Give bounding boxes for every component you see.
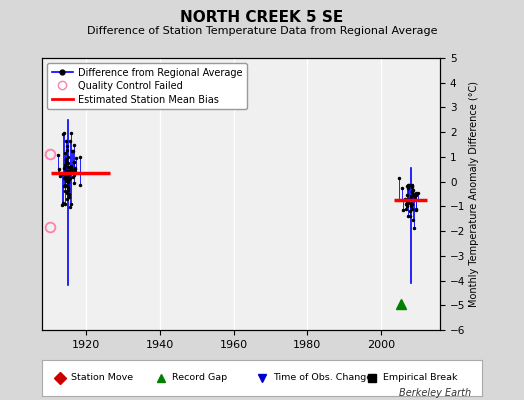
Text: NORTH CREEK 5 SE: NORTH CREEK 5 SE xyxy=(180,10,344,25)
Text: Difference of Station Temperature Data from Regional Average: Difference of Station Temperature Data f… xyxy=(87,26,437,36)
Legend: Difference from Regional Average, Quality Control Failed, Estimated Station Mean: Difference from Regional Average, Qualit… xyxy=(47,63,247,109)
Y-axis label: Monthly Temperature Anomaly Difference (°C): Monthly Temperature Anomaly Difference (… xyxy=(470,81,479,307)
Text: Berkeley Earth: Berkeley Earth xyxy=(399,388,472,398)
Text: Record Gap: Record Gap xyxy=(172,374,227,382)
Text: Empirical Break: Empirical Break xyxy=(383,374,457,382)
Text: Time of Obs. Change: Time of Obs. Change xyxy=(273,374,372,382)
Text: Station Move: Station Move xyxy=(71,374,133,382)
